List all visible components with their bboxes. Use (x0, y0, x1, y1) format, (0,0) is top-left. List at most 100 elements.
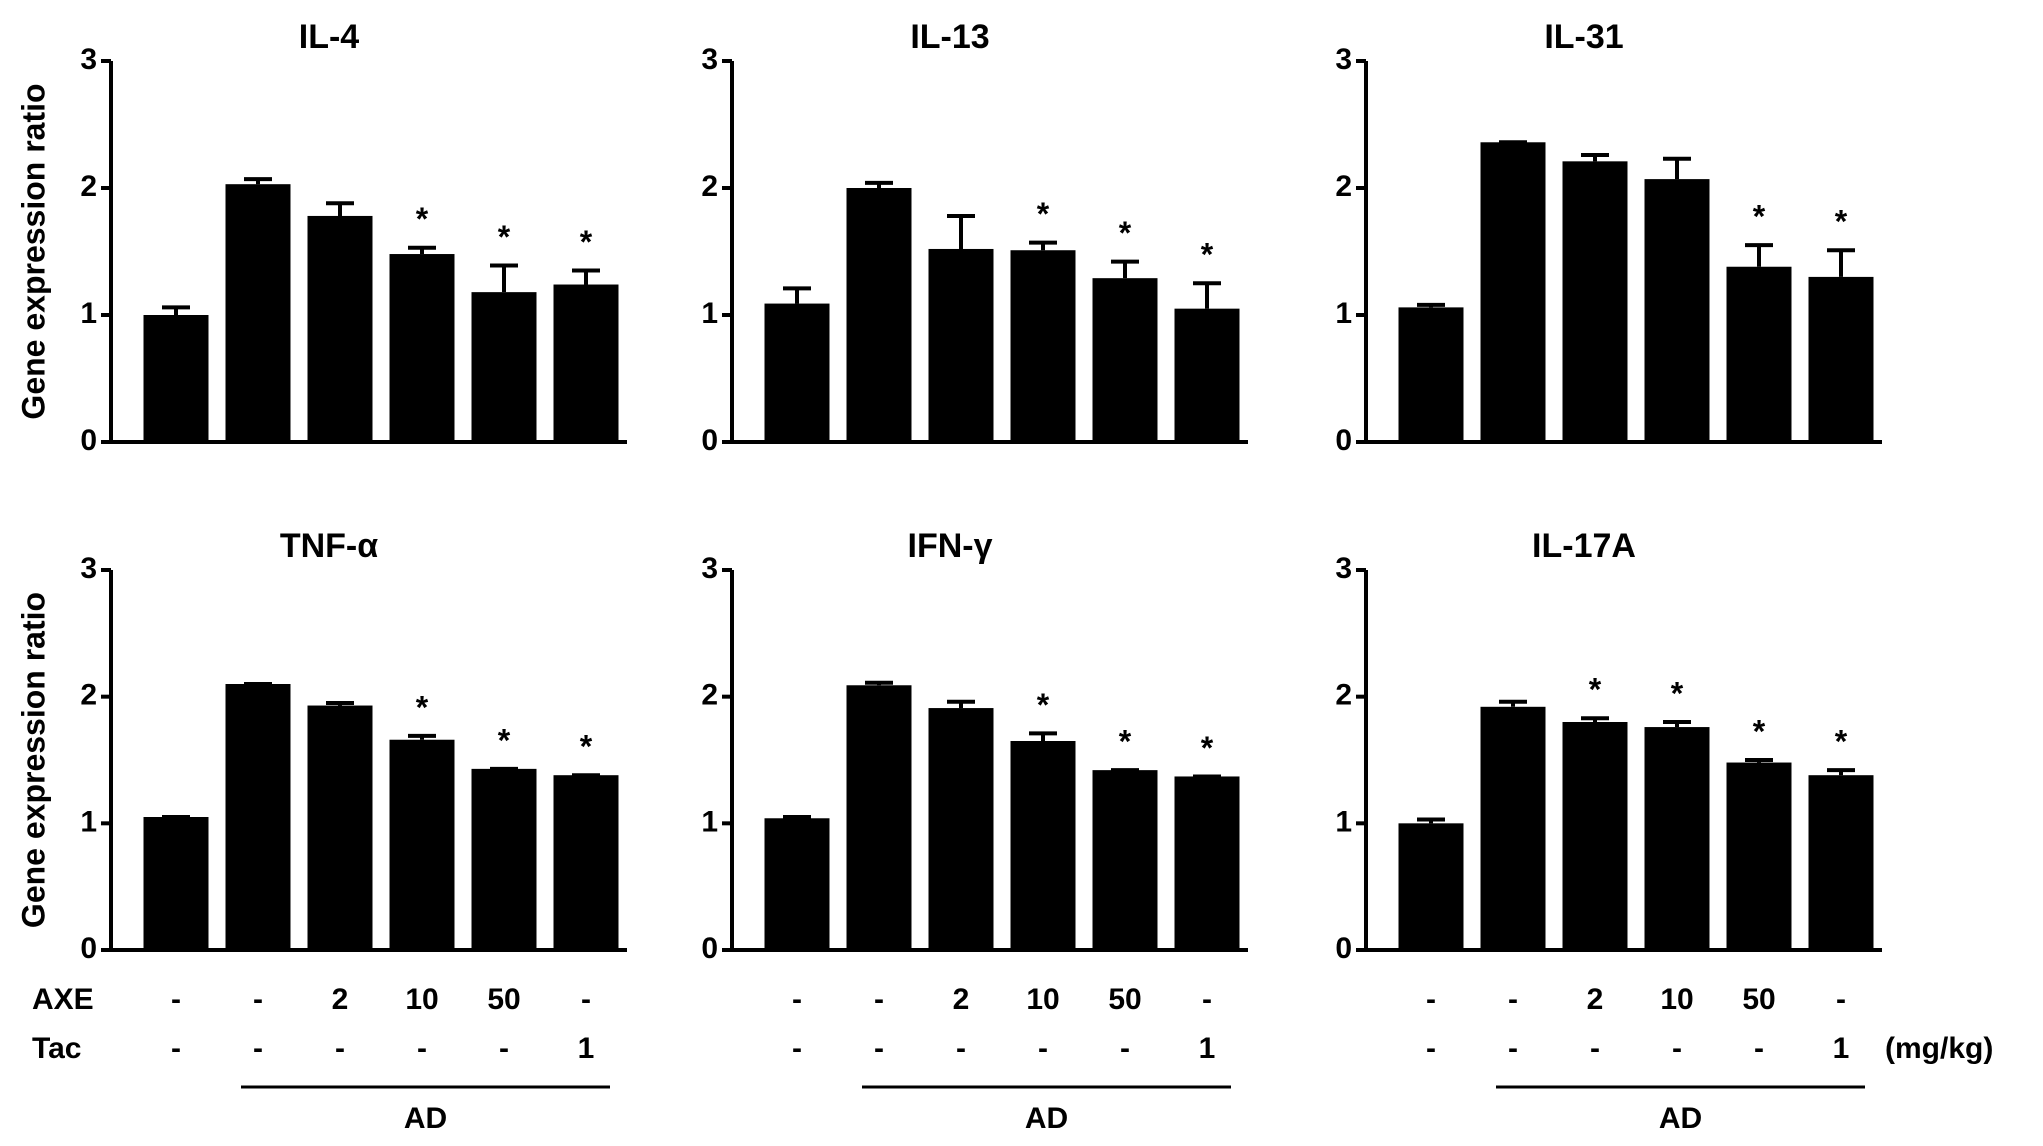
bar (1398, 307, 1464, 442)
y-tick-label: 3 (701, 43, 718, 76)
error-bar (1745, 243, 1773, 267)
bar (1010, 250, 1076, 442)
bar (307, 215, 373, 442)
error-bar (326, 701, 354, 706)
x-tick-label: - (792, 983, 802, 1016)
error-bar (408, 733, 436, 740)
x-tick-label: - (499, 1032, 509, 1065)
row-label: Tac (32, 1032, 81, 1065)
y-tick-label: 1 (701, 805, 718, 838)
error-bar (1417, 817, 1445, 824)
bar (471, 768, 537, 950)
bar (1480, 706, 1546, 950)
x-tick-label: 1 (578, 1032, 595, 1065)
bar (928, 248, 994, 442)
error-bar (490, 263, 518, 293)
error-bar (244, 177, 272, 185)
significance-mark: * (416, 201, 429, 237)
y-tick-label: 0 (1335, 424, 1352, 457)
x-tick-label: - (1508, 1032, 1518, 1065)
y-tick-label: 3 (80, 43, 97, 76)
y-tick-label: 0 (80, 932, 97, 965)
error-bar (783, 815, 811, 819)
error-bar (865, 680, 893, 686)
significance-mark: * (1753, 199, 1766, 235)
bar (553, 284, 619, 442)
error-bar (408, 245, 436, 255)
group-label: AD (1025, 1102, 1068, 1135)
bar (1480, 142, 1546, 442)
chart-title: IL-31 (1544, 18, 1623, 56)
x-tick-label: - (171, 983, 181, 1016)
x-tick-label: - (253, 983, 263, 1016)
significance-mark: * (1037, 687, 1050, 723)
error-bar (865, 180, 893, 188)
significance-mark: * (1589, 672, 1602, 708)
significance-mark: * (1037, 196, 1050, 232)
y-tick-label: 2 (1335, 170, 1352, 203)
bar (928, 708, 994, 950)
y-axis-label: Gene expression ratio (15, 83, 51, 419)
bar (1644, 179, 1710, 443)
y-tick-label: 3 (1335, 43, 1352, 76)
y-tick-label: 0 (80, 424, 97, 457)
bar (471, 292, 537, 442)
y-tick-label: 1 (1335, 805, 1352, 838)
x-tick-label: 2 (332, 983, 349, 1016)
significance-mark: * (1835, 724, 1848, 760)
error-bar (1111, 259, 1139, 279)
bar (1644, 727, 1710, 950)
x-tick-label: - (1836, 983, 1846, 1016)
error-bar (1029, 731, 1057, 741)
x-tick-label: - (417, 1032, 427, 1065)
bar (1092, 278, 1158, 442)
significance-mark: * (416, 689, 429, 725)
chart-title: IL-4 (299, 18, 360, 56)
significance-mark: * (1201, 730, 1214, 766)
bar (553, 775, 619, 950)
bar (389, 254, 455, 442)
error-bar (572, 268, 600, 285)
bar (1562, 161, 1628, 442)
error-bar (947, 213, 975, 249)
error-bar (1417, 302, 1445, 308)
y-tick-label: 3 (80, 552, 97, 585)
bar (225, 184, 291, 442)
significance-mark: * (580, 729, 593, 765)
x-tick-label: - (874, 1032, 884, 1065)
bar (846, 188, 912, 442)
significance-mark: * (580, 224, 593, 260)
x-tick-label: - (1590, 1032, 1600, 1065)
group-label: AD (404, 1102, 447, 1135)
bar (1174, 776, 1240, 950)
x-tick-label: - (956, 1032, 966, 1065)
bar (1562, 722, 1628, 950)
bar (1398, 823, 1464, 950)
y-tick-label: 3 (701, 552, 718, 585)
x-tick-label: - (1426, 1032, 1436, 1065)
bar (225, 684, 291, 950)
error-bar (1663, 720, 1691, 728)
error-bar (1745, 758, 1773, 763)
significance-mark: * (1835, 204, 1848, 240)
x-tick-label: 1 (1833, 1032, 1850, 1065)
significance-mark: * (1671, 675, 1684, 711)
y-axis-label: Gene expression ratio (15, 592, 51, 928)
y-tick-label: 0 (701, 932, 718, 965)
bar (143, 817, 209, 950)
x-tick-label: - (1038, 1032, 1048, 1065)
bar (1808, 775, 1874, 950)
x-tick-label: 50 (487, 983, 520, 1016)
chart-title: IL-17A (1532, 527, 1636, 565)
x-tick-label: - (1426, 983, 1436, 1016)
significance-mark: * (1201, 237, 1214, 273)
y-tick-label: 0 (1335, 932, 1352, 965)
error-bar (783, 286, 811, 304)
x-tick-label: - (335, 1032, 345, 1065)
chart-title: IL-13 (910, 18, 989, 56)
error-bar (326, 201, 354, 216)
x-tick-label: - (1754, 1032, 1764, 1065)
bar (846, 685, 912, 950)
x-tick-label: - (1672, 1032, 1682, 1065)
